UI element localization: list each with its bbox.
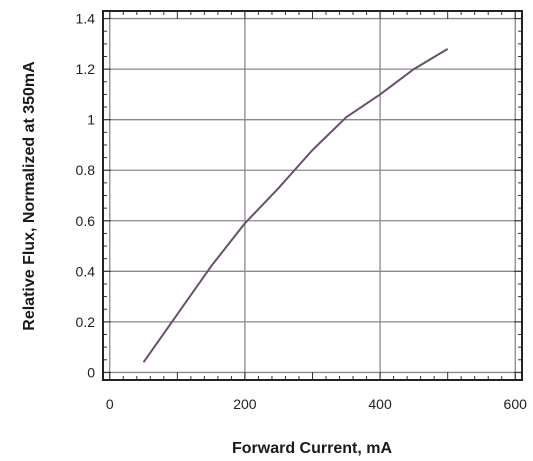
grid xyxy=(103,11,522,380)
x-tick-label: 400 xyxy=(368,396,392,412)
x-tick-label: 600 xyxy=(504,396,528,412)
series-line xyxy=(142,48,449,363)
x-tick-labels: 0 200 400 600 xyxy=(106,396,527,412)
y-tick-label: 0.4 xyxy=(76,263,96,279)
y-tick-label: 0.8 xyxy=(76,162,96,178)
y-tick-label: 1.2 xyxy=(76,61,96,77)
y-tick-label: 1 xyxy=(87,112,95,128)
x-tick-label: 200 xyxy=(233,396,257,412)
y-tick-label: 0.2 xyxy=(76,314,96,330)
y-tick-label: 0 xyxy=(87,364,95,380)
minor-ticks xyxy=(103,11,522,380)
y-tick-label: 1.4 xyxy=(76,11,96,27)
y-axis-title: Relative Flux, Normalized at 350mA xyxy=(21,61,38,331)
x-axis-title: Forward Current, mA xyxy=(232,440,392,457)
x-tick-label: 0 xyxy=(106,396,114,412)
plot-frame xyxy=(102,10,523,381)
series-layer xyxy=(142,48,449,363)
y-tick-labels: 0 0.2 0.4 0.6 0.8 1 1.2 1.4 xyxy=(76,11,96,381)
y-tick-label: 0.6 xyxy=(76,213,96,229)
